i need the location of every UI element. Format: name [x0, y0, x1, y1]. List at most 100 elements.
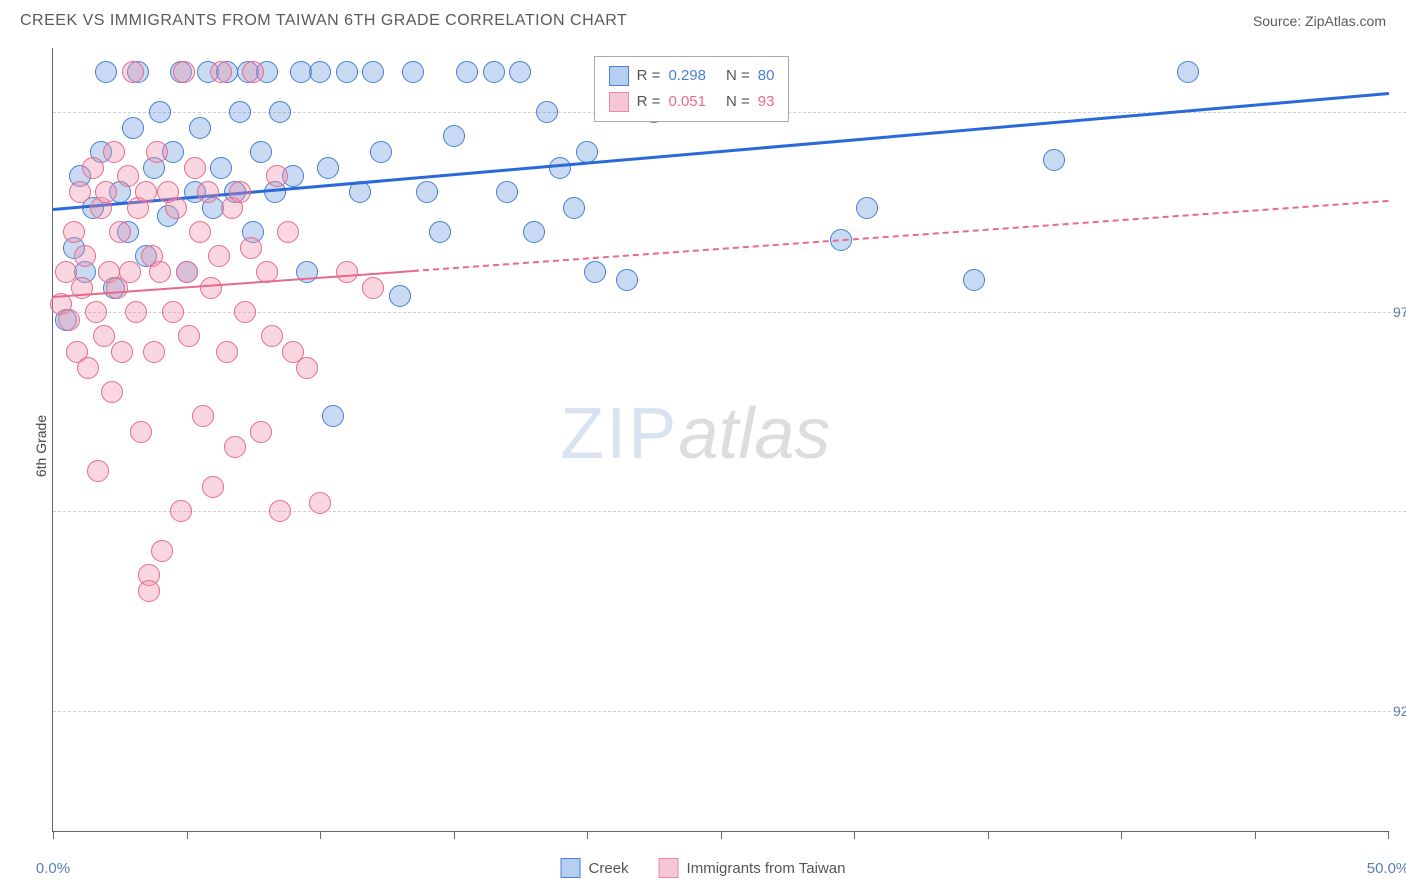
data-point-creek	[189, 117, 211, 139]
chart-title: CREEK VS IMMIGRANTS FROM TAIWAN 6TH GRAD…	[20, 12, 627, 30]
legend-swatch	[659, 858, 679, 878]
x-tick	[53, 831, 54, 839]
data-point-taiwan	[93, 325, 115, 347]
watermark: ZIPatlas	[560, 393, 830, 475]
data-point-taiwan	[77, 357, 99, 379]
data-point-creek	[370, 141, 392, 163]
data-point-taiwan	[170, 500, 192, 522]
legend-swatch	[561, 858, 581, 878]
data-point-creek	[443, 125, 465, 147]
x-tick	[1255, 831, 1256, 839]
data-point-creek	[389, 285, 411, 307]
data-point-taiwan	[197, 181, 219, 203]
data-point-creek	[149, 101, 171, 123]
data-point-taiwan	[208, 245, 230, 267]
legend-bottom-item: Immigrants from Taiwan	[659, 858, 846, 878]
data-point-creek	[496, 181, 518, 203]
data-point-taiwan	[135, 181, 157, 203]
data-point-taiwan	[146, 141, 168, 163]
scatter-chart: 92.5%97.5%0.0%50.0%ZIPatlasR =0.298N =80…	[52, 48, 1388, 832]
data-point-taiwan	[309, 492, 331, 514]
data-point-taiwan	[202, 476, 224, 498]
data-point-creek	[584, 261, 606, 283]
data-point-taiwan	[234, 301, 256, 323]
x-tick	[1121, 831, 1122, 839]
data-point-taiwan	[63, 221, 85, 243]
data-point-taiwan	[138, 580, 160, 602]
data-point-creek	[336, 61, 358, 83]
data-point-taiwan	[336, 261, 358, 283]
y-axis-label: 6th Grade	[33, 415, 49, 477]
data-point-taiwan	[200, 277, 222, 299]
data-point-creek	[963, 269, 985, 291]
data-point-creek	[1177, 61, 1199, 83]
legend-r-label: R =	[637, 89, 661, 115]
legend-label: Creek	[589, 860, 629, 877]
data-point-creek	[250, 141, 272, 163]
x-tick	[1388, 831, 1389, 839]
data-point-taiwan	[216, 341, 238, 363]
legend-n-label: N =	[726, 63, 750, 89]
data-point-taiwan	[162, 301, 184, 323]
data-point-taiwan	[192, 405, 214, 427]
data-point-creek	[269, 101, 291, 123]
data-point-taiwan	[58, 309, 80, 331]
data-point-creek	[122, 117, 144, 139]
legend-swatch	[609, 92, 629, 112]
legend-label: Immigrants from Taiwan	[687, 860, 846, 877]
data-point-taiwan	[149, 261, 171, 283]
x-tick-label: 50.0%	[1367, 860, 1406, 877]
data-point-creek	[456, 61, 478, 83]
data-point-creek	[536, 101, 558, 123]
legend-bottom-item: Creek	[561, 858, 629, 878]
data-point-taiwan	[269, 500, 291, 522]
data-point-creek	[616, 269, 638, 291]
data-point-taiwan	[151, 540, 173, 562]
data-point-taiwan	[130, 421, 152, 443]
data-point-taiwan	[277, 221, 299, 243]
data-point-creek	[95, 61, 117, 83]
data-point-taiwan	[82, 157, 104, 179]
data-point-taiwan	[240, 237, 262, 259]
data-point-taiwan	[266, 165, 288, 187]
data-point-taiwan	[125, 301, 147, 323]
legend-row: R =0.051N =93	[609, 89, 775, 115]
x-tick	[454, 831, 455, 839]
data-point-taiwan	[229, 181, 251, 203]
legend-n-value: 80	[758, 63, 775, 89]
data-point-taiwan	[103, 141, 125, 163]
data-point-taiwan	[85, 301, 107, 323]
data-point-taiwan	[210, 61, 232, 83]
data-point-taiwan	[224, 436, 246, 458]
data-point-taiwan	[87, 460, 109, 482]
x-tick	[721, 831, 722, 839]
data-point-taiwan	[109, 221, 131, 243]
x-tick	[187, 831, 188, 839]
data-point-taiwan	[122, 61, 144, 83]
data-point-taiwan	[296, 357, 318, 379]
data-point-taiwan	[178, 325, 200, 347]
legend-row: R =0.298N =80	[609, 63, 775, 89]
data-point-taiwan	[165, 197, 187, 219]
data-point-creek	[210, 157, 232, 179]
chart-header: CREEK VS IMMIGRANTS FROM TAIWAN 6TH GRAD…	[0, 0, 1406, 38]
y-tick-label: 92.5%	[1393, 703, 1406, 719]
data-point-taiwan	[111, 341, 133, 363]
data-point-taiwan	[101, 381, 123, 403]
legend-n-value: 93	[758, 89, 775, 115]
data-point-creek	[362, 61, 384, 83]
legend-r-label: R =	[637, 63, 661, 89]
source-label: Source: ZipAtlas.com	[1253, 13, 1386, 29]
data-point-creek	[563, 197, 585, 219]
x-tick	[587, 831, 588, 839]
data-point-taiwan	[261, 325, 283, 347]
x-tick	[988, 831, 989, 839]
data-point-taiwan	[74, 245, 96, 267]
data-point-creek	[523, 221, 545, 243]
data-point-taiwan	[184, 157, 206, 179]
legend-top: R =0.298N =80R =0.051N =93	[594, 56, 790, 122]
data-point-creek	[429, 221, 451, 243]
x-tick	[320, 831, 321, 839]
data-point-taiwan	[250, 421, 272, 443]
data-point-taiwan	[143, 341, 165, 363]
